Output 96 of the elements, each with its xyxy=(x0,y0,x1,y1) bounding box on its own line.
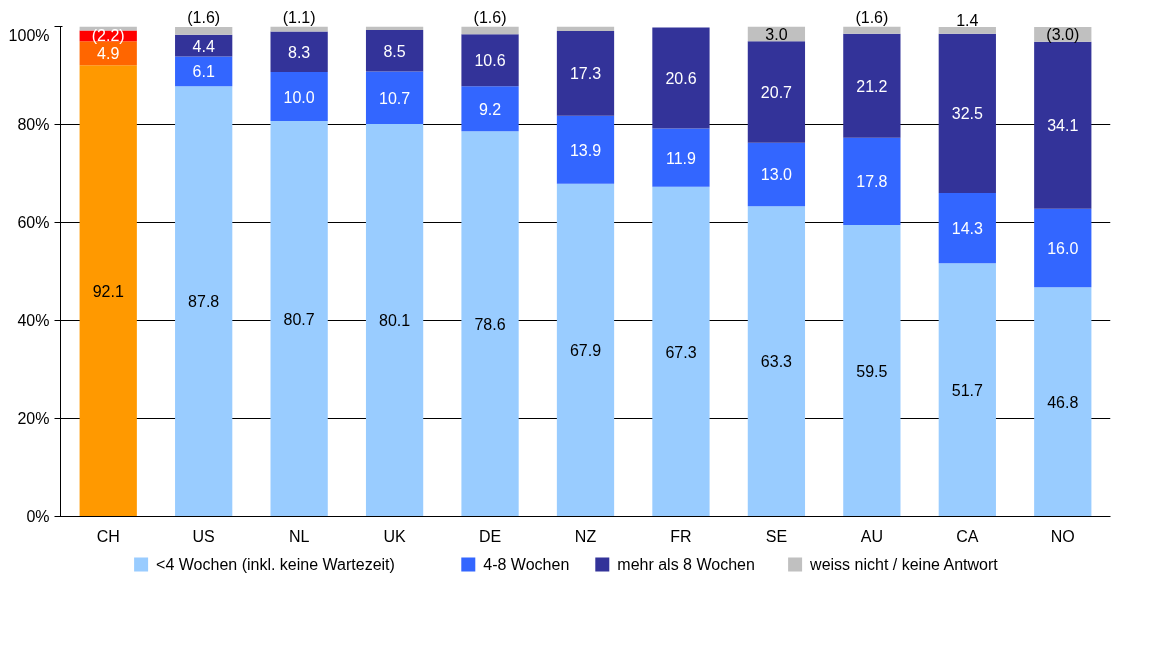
x-tick-label: US xyxy=(192,527,215,545)
x-tick-label: FR xyxy=(670,527,692,545)
x-tick-label: SE xyxy=(765,527,788,545)
data-label: 9.2 xyxy=(478,100,502,118)
y-tick-label: 20% xyxy=(17,410,50,427)
data-label: (3.0) xyxy=(1046,25,1080,43)
data-label: 87.8 xyxy=(188,293,220,311)
bar xyxy=(175,26,233,35)
x-tick-label: DE xyxy=(478,527,502,545)
bar xyxy=(747,142,806,207)
data-label: 21.2 xyxy=(856,77,888,95)
bar xyxy=(461,26,519,35)
x-tick-label: CH xyxy=(96,527,120,545)
bar xyxy=(270,121,328,517)
bar xyxy=(556,183,615,517)
x-tick-label: CA xyxy=(956,527,979,545)
bar xyxy=(938,193,996,264)
data-label: 32.5 xyxy=(951,105,983,123)
data-label: 67.9 xyxy=(569,342,602,360)
bar xyxy=(365,71,424,125)
bar xyxy=(175,56,233,87)
bar xyxy=(556,30,615,116)
bar xyxy=(461,131,519,517)
legend-label: weiss nicht / keine Antwort xyxy=(809,556,999,573)
x-tick-label: UK xyxy=(383,527,407,545)
data-label: (1.6) xyxy=(855,8,889,26)
data-label: 80.7 xyxy=(283,310,315,328)
data-label: (2.2) xyxy=(91,27,125,45)
bar xyxy=(747,206,806,517)
x-tick-label: NO xyxy=(1050,527,1075,545)
data-label: 13.0 xyxy=(760,166,793,184)
data-label: 17.3 xyxy=(569,65,602,83)
bar xyxy=(270,72,328,122)
bar xyxy=(652,186,710,517)
data-label: 67.3 xyxy=(665,343,697,361)
bar xyxy=(843,26,901,34)
bar xyxy=(270,31,328,73)
data-label: 10.6 xyxy=(474,52,506,70)
data-label: 8.3 xyxy=(288,43,311,61)
y-tick-label: 100% xyxy=(8,26,50,44)
bar xyxy=(652,27,710,129)
bar xyxy=(747,41,806,143)
bar xyxy=(79,65,137,517)
bar xyxy=(175,86,233,517)
bar xyxy=(938,33,996,194)
bar xyxy=(938,26,996,34)
bar xyxy=(461,34,519,87)
data-label: 51.7 xyxy=(951,381,983,399)
data-label: 11.9 xyxy=(665,149,697,167)
bar xyxy=(843,224,901,517)
data-label: 34.1 xyxy=(1047,117,1079,135)
data-label: 46.8 xyxy=(1047,393,1079,411)
bar xyxy=(1034,41,1092,209)
data-label: 92.1 xyxy=(92,282,124,300)
bar xyxy=(461,86,519,132)
y-tick-label: 40% xyxy=(17,312,50,329)
data-label: 14.3 xyxy=(951,220,983,238)
data-label: 80.1 xyxy=(379,312,411,330)
legend-label: mehr als 8 Wochen xyxy=(617,556,755,573)
y-tick-label: 60% xyxy=(17,214,50,231)
data-label: 78.6 xyxy=(474,315,506,333)
data-label: 16.0 xyxy=(1047,239,1079,257)
bar xyxy=(843,137,901,225)
data-label: 20.7 xyxy=(760,83,793,101)
bar xyxy=(556,115,615,184)
x-tick-label: AU xyxy=(860,527,883,545)
data-label: 10.7 xyxy=(379,89,411,107)
bar xyxy=(365,124,424,517)
data-label: 17.8 xyxy=(856,173,888,191)
y-tick-label: 80% xyxy=(17,116,50,133)
data-label: 20.6 xyxy=(665,69,697,87)
data-label: 8.5 xyxy=(383,42,406,60)
legend-label: 4-8 Wochen xyxy=(483,556,570,573)
data-label: (1.6) xyxy=(473,8,507,26)
bar xyxy=(938,263,996,517)
data-label: 13.9 xyxy=(569,141,602,159)
data-label: (1.1) xyxy=(282,8,316,26)
bar xyxy=(365,29,424,72)
y-tick-label: 0% xyxy=(26,508,50,525)
bar xyxy=(1034,287,1092,517)
bar xyxy=(652,128,710,187)
legend-label: <4 Wochen (inkl. keine Wartezeit) xyxy=(156,556,395,573)
data-label: 59.5 xyxy=(856,362,888,380)
data-label: 1.4 xyxy=(956,11,979,29)
data-label: 4.9 xyxy=(97,45,120,63)
data-label: 4.4 xyxy=(192,37,215,55)
data-label: (1.6) xyxy=(187,8,221,26)
data-label: 6.1 xyxy=(192,63,215,81)
bar xyxy=(1034,208,1092,288)
bar xyxy=(556,26,615,31)
data-label: 10.0 xyxy=(283,88,315,106)
data-label: 3.0 xyxy=(765,25,788,43)
data-label: 63.3 xyxy=(760,353,793,371)
x-tick-label: NZ xyxy=(574,527,597,545)
bar xyxy=(843,33,901,138)
x-tick-label: NL xyxy=(288,527,310,545)
